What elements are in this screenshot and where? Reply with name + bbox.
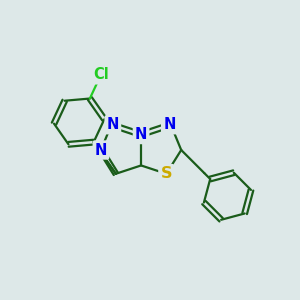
Text: N: N xyxy=(107,117,119,132)
Text: N: N xyxy=(163,117,176,132)
Text: Cl: Cl xyxy=(93,67,109,82)
Text: S: S xyxy=(160,166,172,181)
Text: N: N xyxy=(135,127,147,142)
Text: N: N xyxy=(95,142,107,158)
